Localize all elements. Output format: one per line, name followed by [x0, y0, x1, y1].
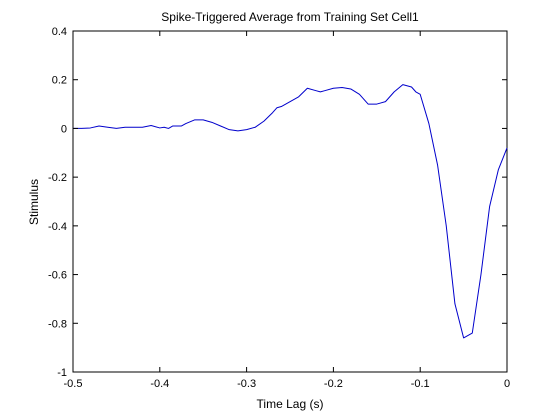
- y-tick-label: 0: [61, 123, 67, 135]
- chart-title: Spike-Triggered Average from Training Se…: [161, 10, 419, 24]
- y-tick-label: -0.6: [48, 270, 67, 282]
- y-axis-title: Stimulus: [27, 179, 41, 225]
- y-tick-label: 0.4: [52, 26, 67, 38]
- x-tick-label: 0: [504, 378, 510, 390]
- x-tick-label: -0.4: [150, 378, 169, 390]
- x-tick-label: -0.2: [324, 378, 343, 390]
- y-tick-label: -1: [57, 367, 67, 379]
- x-tick-label: -0.5: [64, 378, 83, 390]
- plot-area-box: [72, 30, 508, 373]
- x-axis-title: Time Lag (s): [257, 397, 324, 411]
- y-tick-label: -0.2: [48, 172, 67, 184]
- series-line-0: [73, 84, 508, 339]
- y-tick-label: -0.8: [48, 318, 67, 330]
- y-tick-label: -0.4: [48, 221, 67, 233]
- x-tick-label: -0.3: [237, 378, 256, 390]
- x-tick-label: -0.1: [411, 378, 430, 390]
- y-tick-label: 0.2: [52, 75, 67, 87]
